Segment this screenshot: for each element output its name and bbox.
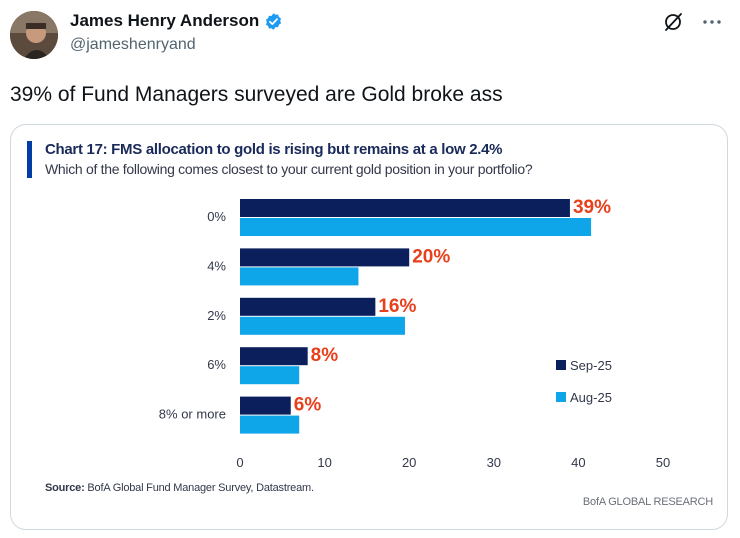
category-label: 2% bbox=[207, 308, 226, 323]
category-label: 0% bbox=[207, 209, 226, 224]
legend-swatch bbox=[556, 360, 566, 370]
x-tick-label: 0 bbox=[236, 455, 243, 470]
bar-sep-25 bbox=[240, 297, 376, 316]
x-tick-label: 40 bbox=[571, 455, 585, 470]
post-actions bbox=[662, 10, 724, 34]
data-label: 16% bbox=[378, 296, 416, 317]
author-name-row[interactable]: James Henry Anderson bbox=[70, 11, 283, 31]
author-name[interactable]: James Henry Anderson bbox=[70, 11, 260, 30]
data-label: 39% bbox=[573, 197, 611, 218]
category-label: 8% or more bbox=[159, 407, 226, 422]
legend-label: Sep-25 bbox=[570, 358, 612, 373]
legend-label: Aug-25 bbox=[570, 390, 612, 405]
brand-label: BofA GLOBAL RESEARCH bbox=[582, 496, 713, 508]
x-tick-label: 30 bbox=[487, 455, 501, 470]
bar-sep-25 bbox=[240, 396, 291, 415]
x-tick-label: 50 bbox=[656, 455, 670, 470]
bar-aug-25 bbox=[240, 366, 300, 385]
grok-icon[interactable] bbox=[662, 10, 686, 34]
data-label: 8% bbox=[311, 345, 339, 366]
bar-chart: 0% 39% 4% 20% 2% 16% 6% 8% 8% or more 6% 0 10 20 30 40… bbox=[159, 197, 670, 470]
chart-subtitle: Which of the following comes closest to … bbox=[45, 161, 533, 177]
bar-sep-25 bbox=[240, 199, 570, 217]
legend-swatch bbox=[556, 392, 566, 402]
post-text: 39% of Fund Managers surveyed are Gold b… bbox=[10, 83, 503, 106]
chart-source: Source: BofA Global Fund Manager Survey,… bbox=[45, 482, 314, 494]
bar-aug-25 bbox=[240, 267, 359, 286]
category-label: 4% bbox=[207, 258, 226, 273]
author-handle[interactable]: @jameshenryand bbox=[70, 36, 196, 53]
data-label: 20% bbox=[412, 246, 450, 267]
x-tick-label: 20 bbox=[402, 455, 416, 470]
more-icon[interactable] bbox=[700, 10, 724, 34]
bar-aug-25 bbox=[240, 415, 300, 434]
bar-sep-25 bbox=[240, 347, 308, 366]
bar-aug-25 bbox=[240, 316, 405, 335]
bar-sep-25 bbox=[240, 248, 410, 267]
category-label: 6% bbox=[207, 357, 226, 372]
chart-title: Chart 17: FMS allocation to gold is risi… bbox=[45, 141, 503, 158]
source-text: BofA Global Fund Manager Survey, Datastr… bbox=[87, 482, 314, 494]
avatar[interactable] bbox=[10, 11, 58, 59]
source-label: Source: bbox=[45, 482, 85, 494]
title-accent-bar bbox=[27, 141, 32, 178]
data-label: 6% bbox=[294, 395, 322, 416]
verified-badge-icon bbox=[264, 12, 283, 31]
bar-aug-25 bbox=[240, 218, 592, 236]
x-tick-label: 10 bbox=[317, 455, 331, 470]
chart-image[interactable]: Chart 17: FMS allocation to gold is risi… bbox=[10, 124, 728, 530]
